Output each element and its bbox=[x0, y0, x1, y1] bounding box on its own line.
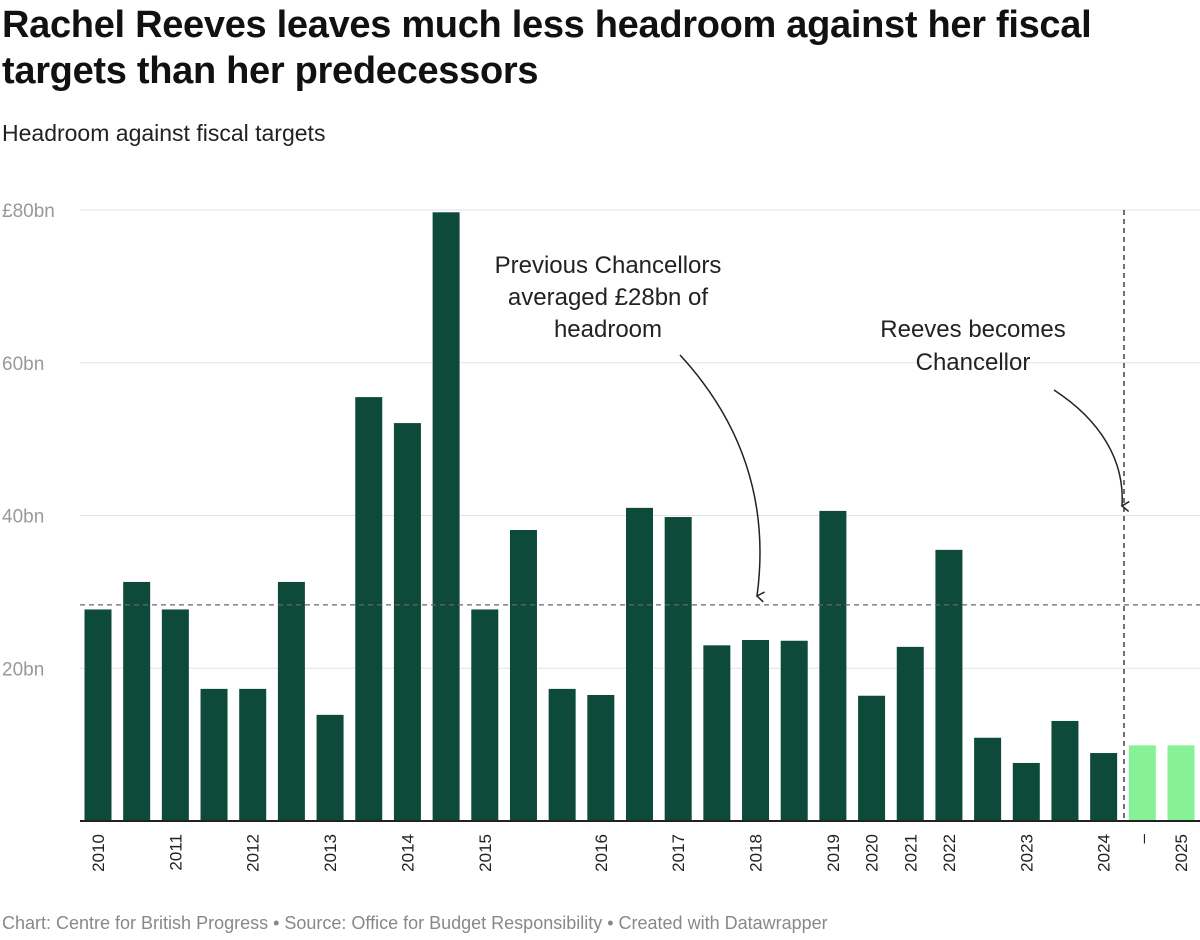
x-tick-label: 2018 bbox=[747, 834, 766, 872]
bar bbox=[819, 510, 847, 821]
annotation-arrow bbox=[679, 354, 765, 603]
x-tick-label: 2012 bbox=[244, 834, 263, 872]
bar bbox=[432, 212, 460, 821]
bar bbox=[1012, 762, 1040, 821]
bar bbox=[84, 609, 112, 821]
bar bbox=[548, 688, 576, 821]
annotation-reeves-text: Reeves becomes bbox=[880, 316, 1065, 343]
x-tick-label: 2010 bbox=[89, 834, 108, 872]
y-tick-label: 20bn bbox=[2, 659, 44, 680]
bar bbox=[780, 640, 808, 821]
annotation-average-text: averaged £28bn of bbox=[508, 284, 709, 311]
annotation-average-text: headroom bbox=[554, 316, 662, 343]
bar bbox=[355, 397, 383, 821]
bar bbox=[200, 688, 228, 821]
x-tick-label: 2011 bbox=[166, 834, 185, 871]
bar bbox=[1090, 753, 1118, 821]
bar bbox=[664, 517, 692, 821]
bar bbox=[316, 714, 344, 821]
x-tick-label: 2024 bbox=[1095, 834, 1114, 872]
y-tick-label: £80bn bbox=[2, 201, 55, 222]
bar bbox=[587, 694, 615, 821]
annotation-average-text: Previous Chancellors bbox=[495, 252, 722, 279]
x-tick-label: 2023 bbox=[1017, 834, 1036, 872]
bar bbox=[896, 646, 924, 821]
bar bbox=[858, 695, 886, 821]
y-tick-label: 40bn bbox=[2, 507, 44, 528]
bar bbox=[239, 688, 267, 821]
x-tick-label: – bbox=[1133, 833, 1152, 843]
bar bbox=[626, 507, 653, 821]
bar bbox=[123, 581, 151, 821]
x-tick-label: 2025 bbox=[1172, 834, 1191, 872]
x-tick-label: 2020 bbox=[863, 834, 882, 872]
annotation-reeves-text: Chancellor bbox=[916, 349, 1031, 376]
x-tick-label: 2016 bbox=[592, 834, 611, 872]
x-tick-label: 2021 bbox=[901, 834, 920, 872]
bar bbox=[509, 530, 537, 821]
chart-subtitle: Headroom against fiscal targets bbox=[2, 120, 326, 146]
bar bbox=[471, 609, 499, 821]
annotation-arrow bbox=[1053, 389, 1130, 513]
chart-title: Rachel Reeves leaves much less headroom … bbox=[2, 4, 1092, 92]
bar bbox=[1051, 720, 1079, 821]
bar bbox=[161, 609, 189, 821]
bar bbox=[703, 645, 731, 821]
x-tick-label: 2017 bbox=[669, 834, 688, 872]
x-tick-label: 2015 bbox=[476, 834, 495, 872]
bar bbox=[742, 639, 770, 821]
bar bbox=[277, 581, 305, 821]
bar bbox=[974, 737, 1002, 821]
x-tick-label: 2019 bbox=[824, 834, 843, 872]
x-tick-label: 2014 bbox=[398, 834, 417, 872]
bar bbox=[1128, 745, 1156, 821]
bar-chart: £80bn 60bn 40bn 20bn 2010 2011 2012 2013 2014 20… bbox=[2, 201, 1200, 872]
x-tick-label: 2013 bbox=[321, 834, 340, 872]
bar bbox=[1167, 745, 1195, 821]
y-tick-label: 60bn bbox=[2, 354, 44, 375]
chart-footer: Chart: Centre for British Progress • Sou… bbox=[2, 913, 828, 933]
bar bbox=[393, 423, 421, 821]
bar bbox=[935, 549, 963, 821]
x-tick-label: 2022 bbox=[940, 834, 959, 872]
